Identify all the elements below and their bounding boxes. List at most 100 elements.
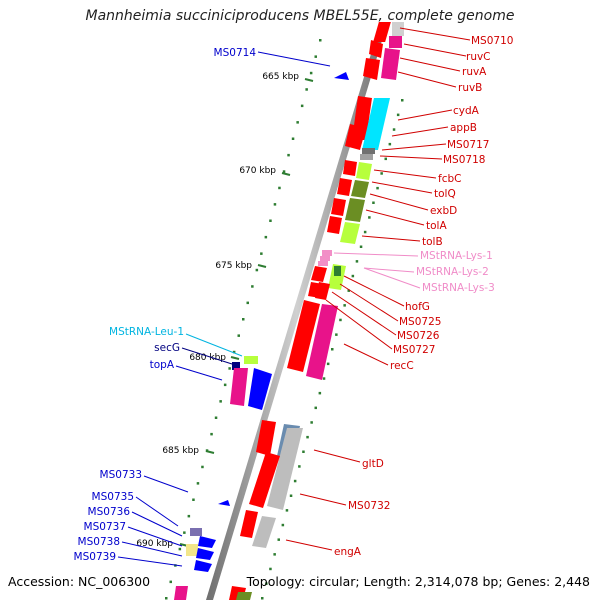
gene-tola-b[interactable] <box>345 198 365 222</box>
gene-ms0710[interactable] <box>373 22 391 42</box>
label-ms0735[interactable]: MS0735 <box>92 491 134 503</box>
leader-line <box>399 27 471 41</box>
position-dot <box>201 465 204 469</box>
position-dot <box>363 230 367 234</box>
gene-topa-b[interactable] <box>248 368 272 410</box>
gene-ms0717[interactable] <box>362 148 375 154</box>
label-fcbc[interactable]: fcbC <box>438 173 461 185</box>
gene-ms0732-b[interactable] <box>256 420 276 456</box>
label-exbd[interactable]: exbD <box>430 205 457 217</box>
label-mstrna-leu-1[interactable]: MStRNA-Leu-1 <box>109 326 184 338</box>
leader-line <box>363 267 421 289</box>
gene-exbd[interactable] <box>337 178 352 196</box>
gene-ms0739[interactable] <box>194 560 212 572</box>
label-recc[interactable]: recC <box>390 360 414 372</box>
gene-tola[interactable] <box>331 198 346 216</box>
gene-hofg[interactable] <box>328 264 346 290</box>
label-ms0738[interactable]: MS0738 <box>78 536 120 548</box>
gene-ms0714[interactable] <box>334 72 349 80</box>
gene-ms0738[interactable] <box>196 548 214 560</box>
gene-recc-b[interactable] <box>306 304 338 380</box>
gene-ms0736[interactable] <box>186 544 198 556</box>
position-dot <box>287 153 290 157</box>
gene-hofg-b[interactable] <box>334 266 341 276</box>
leader-line <box>403 43 467 57</box>
gene-ruvb-b[interactable] <box>381 48 400 80</box>
gene-recc[interactable] <box>287 300 320 372</box>
gene-fcbc[interactable] <box>343 160 357 176</box>
label-ms0727[interactable]: MS0727 <box>393 344 435 356</box>
gene-gltd-b[interactable] <box>267 428 303 510</box>
gene-ms0737[interactable] <box>198 536 216 548</box>
gene-mstrna-lys-3[interactable] <box>318 261 328 266</box>
label-hofg[interactable]: hofG <box>405 301 430 313</box>
gene-mstrna-lys-2[interactable] <box>320 256 330 261</box>
label-tola[interactable]: tolA <box>426 220 447 232</box>
label-ms0736[interactable]: MS0736 <box>88 506 131 518</box>
label-ms0737[interactable]: MS0737 <box>84 521 126 533</box>
label-ms0725[interactable]: MS0725 <box>399 316 441 328</box>
label-mstrna-lys-2[interactable]: MStRNA-Lys-2 <box>416 266 489 278</box>
label-tolq[interactable]: tolQ <box>434 188 456 200</box>
position-dot <box>165 597 168 600</box>
gene-ms0727[interactable] <box>315 282 330 300</box>
label-ms0717[interactable]: MS0717 <box>447 139 489 151</box>
gene-enga[interactable] <box>240 510 258 538</box>
label-ms0739[interactable]: MS0739 <box>74 551 116 563</box>
gene-ruvb[interactable] <box>363 58 380 80</box>
gene-tolb[interactable] <box>340 222 360 244</box>
label-topa[interactable]: topA <box>150 359 175 371</box>
gene-bottom-2[interactable] <box>236 592 252 600</box>
position-dot <box>318 391 322 395</box>
position-dot <box>335 333 338 336</box>
gene-tolq[interactable] <box>356 162 372 180</box>
gene-appb[interactable] <box>345 124 366 150</box>
leader-line <box>397 109 453 121</box>
label-ruva[interactable]: ruvA <box>462 66 487 78</box>
label-ms0710[interactable]: MS0710 <box>471 35 513 47</box>
label-mstrna-lys-1[interactable]: MStRNA-Lys-1 <box>420 250 493 262</box>
label-tolb[interactable]: tolB <box>422 236 443 248</box>
position-dot <box>326 362 330 366</box>
label-ruvb[interactable]: ruvB <box>458 82 482 94</box>
label-gltd[interactable]: gltD <box>362 458 384 470</box>
label-ruvc[interactable]: ruvC <box>466 51 491 63</box>
gene-ms0725[interactable] <box>311 266 327 282</box>
gene-enga-b[interactable] <box>252 516 276 548</box>
position-dot <box>265 582 268 585</box>
gene-mstrna-lys-1[interactable] <box>322 250 332 256</box>
position-dot <box>210 432 213 436</box>
label-secg[interactable]: secG <box>154 342 180 354</box>
label-enga[interactable]: engA <box>334 546 362 558</box>
label-ms0718[interactable]: MS0718 <box>443 154 485 166</box>
position-dot <box>314 55 317 58</box>
gene-ruva[interactable] <box>369 40 383 58</box>
position-dot <box>339 318 342 322</box>
label-ms0714[interactable]: MS0714 <box>214 47 257 59</box>
gene-bottom-3[interactable] <box>174 586 188 600</box>
label-ms0732[interactable]: MS0732 <box>348 500 390 512</box>
gene-ms0733[interactable] <box>218 500 230 506</box>
gene-mstrna-leu-1[interactable] <box>244 356 258 364</box>
gene-ms0717-cyan[interactable] <box>362 98 390 150</box>
gene-exbd-b[interactable] <box>351 180 369 198</box>
leader-line <box>339 283 399 322</box>
gene-ruvc-b[interactable] <box>389 36 402 48</box>
label-cyda[interactable]: cydA <box>453 105 480 117</box>
leader-line <box>143 475 189 493</box>
gene-tolb-b[interactable] <box>327 216 342 234</box>
position-dot <box>273 203 277 206</box>
gene-ms0718[interactable] <box>360 154 373 160</box>
gene-ms0732[interactable] <box>249 452 280 508</box>
leader-line <box>379 155 443 160</box>
label-mstrna-lys-3[interactable]: MStRNA-Lys-3 <box>422 282 495 294</box>
gene-topa[interactable] <box>230 368 248 406</box>
label-appb[interactable]: appB <box>450 122 477 134</box>
label-ms0726[interactable]: MS0726 <box>397 330 440 342</box>
position-dot <box>309 71 313 75</box>
gene-ms0735[interactable] <box>190 528 202 536</box>
gene-ruvc[interactable] <box>392 22 404 36</box>
gene-secg[interactable] <box>232 362 240 370</box>
label-ms0733[interactable]: MS0733 <box>100 469 142 481</box>
leader-line <box>361 235 421 242</box>
